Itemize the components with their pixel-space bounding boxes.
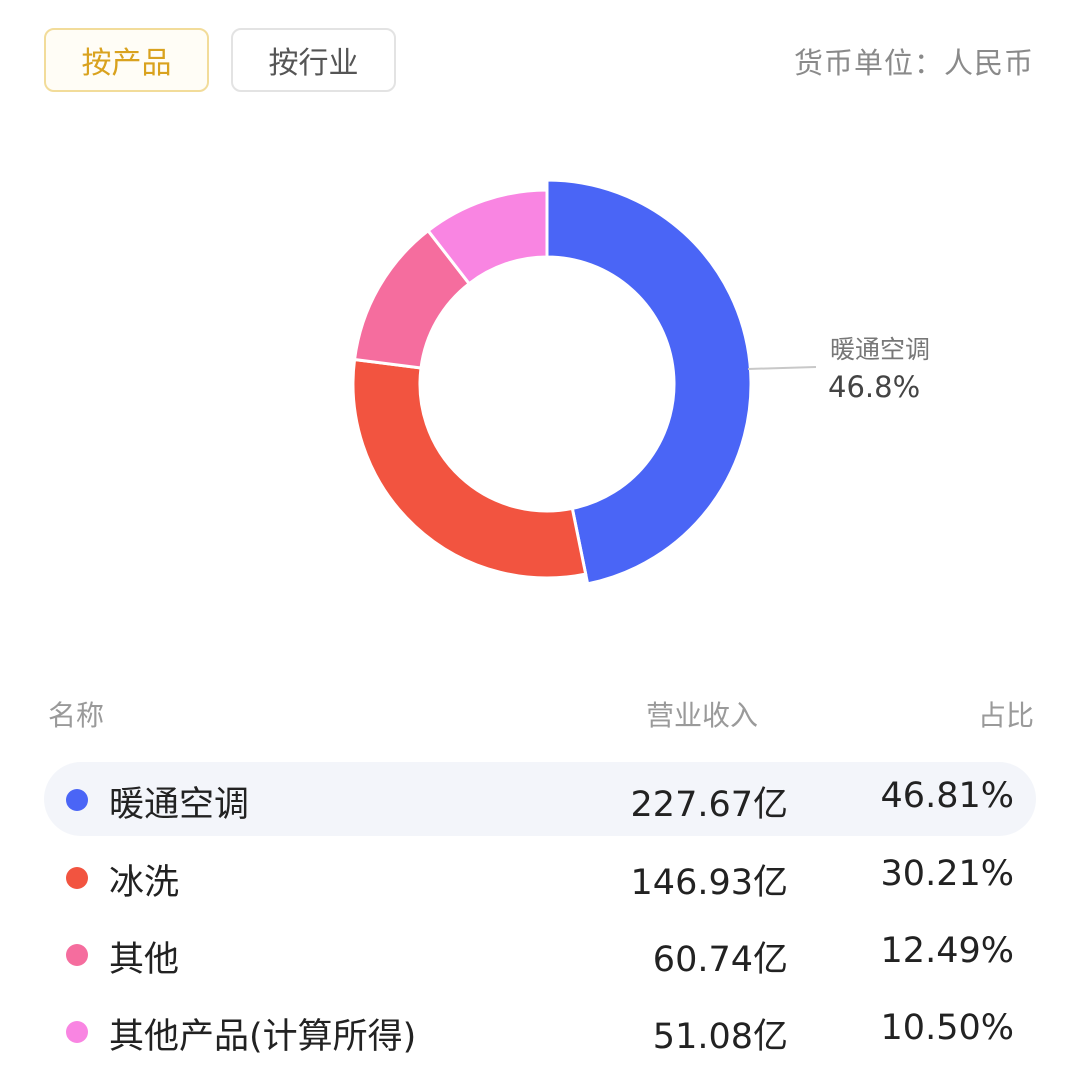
legend-dot-icon <box>66 1021 88 1043</box>
callout-leader-line <box>747 366 817 370</box>
table-row[interactable]: 暖通空调 227.67亿 46.81% <box>44 762 1036 836</box>
legend-dot-icon <box>66 944 88 966</box>
row-share: 46.81% <box>880 776 1014 816</box>
row-revenue: 60.74亿 <box>652 940 788 980</box>
row-share: 10.50% <box>880 1008 1014 1048</box>
currency-unit: 货币单位：人民币 <box>793 46 1034 80</box>
row-name: 暖通空调 <box>109 785 250 825</box>
donut-slice-2[interactable] <box>351 357 588 580</box>
row-share: 12.49% <box>880 931 1014 971</box>
row-revenue: 146.93亿 <box>630 863 788 903</box>
table-row[interactable]: 冰洗 146.93亿 30.21% <box>44 840 1036 914</box>
row-name: 其他产品(计算所得) <box>109 1017 417 1057</box>
row-name: 其他 <box>109 940 180 980</box>
header-name: 名称 <box>48 699 105 732</box>
row-revenue: 227.67亿 <box>630 785 788 825</box>
tab-by-industry[interactable]: 按行业 <box>231 28 396 92</box>
table-row[interactable]: 其他 60.74亿 12.49% <box>44 917 1036 991</box>
row-share: 30.21% <box>880 854 1014 894</box>
callout-value: 46.8% <box>828 370 921 404</box>
header-revenue: 营业收入 <box>646 699 759 732</box>
donut-chart <box>351 178 817 586</box>
legend-dot-icon <box>66 789 88 811</box>
donut-slice-4[interactable] <box>426 188 549 286</box>
donut-slice-1[interactable] <box>545 178 753 586</box>
tab-by-product[interactable]: 按产品 <box>44 28 209 92</box>
legend-dot-icon <box>66 867 88 889</box>
table-row[interactable]: 其他产品(计算所得) 51.08亿 10.50% <box>44 994 1036 1068</box>
header-share: 占比 <box>977 699 1034 732</box>
callout-label: 暖通空调 <box>830 335 931 364</box>
row-revenue: 51.08亿 <box>652 1017 788 1057</box>
row-name: 冰洗 <box>109 863 180 903</box>
